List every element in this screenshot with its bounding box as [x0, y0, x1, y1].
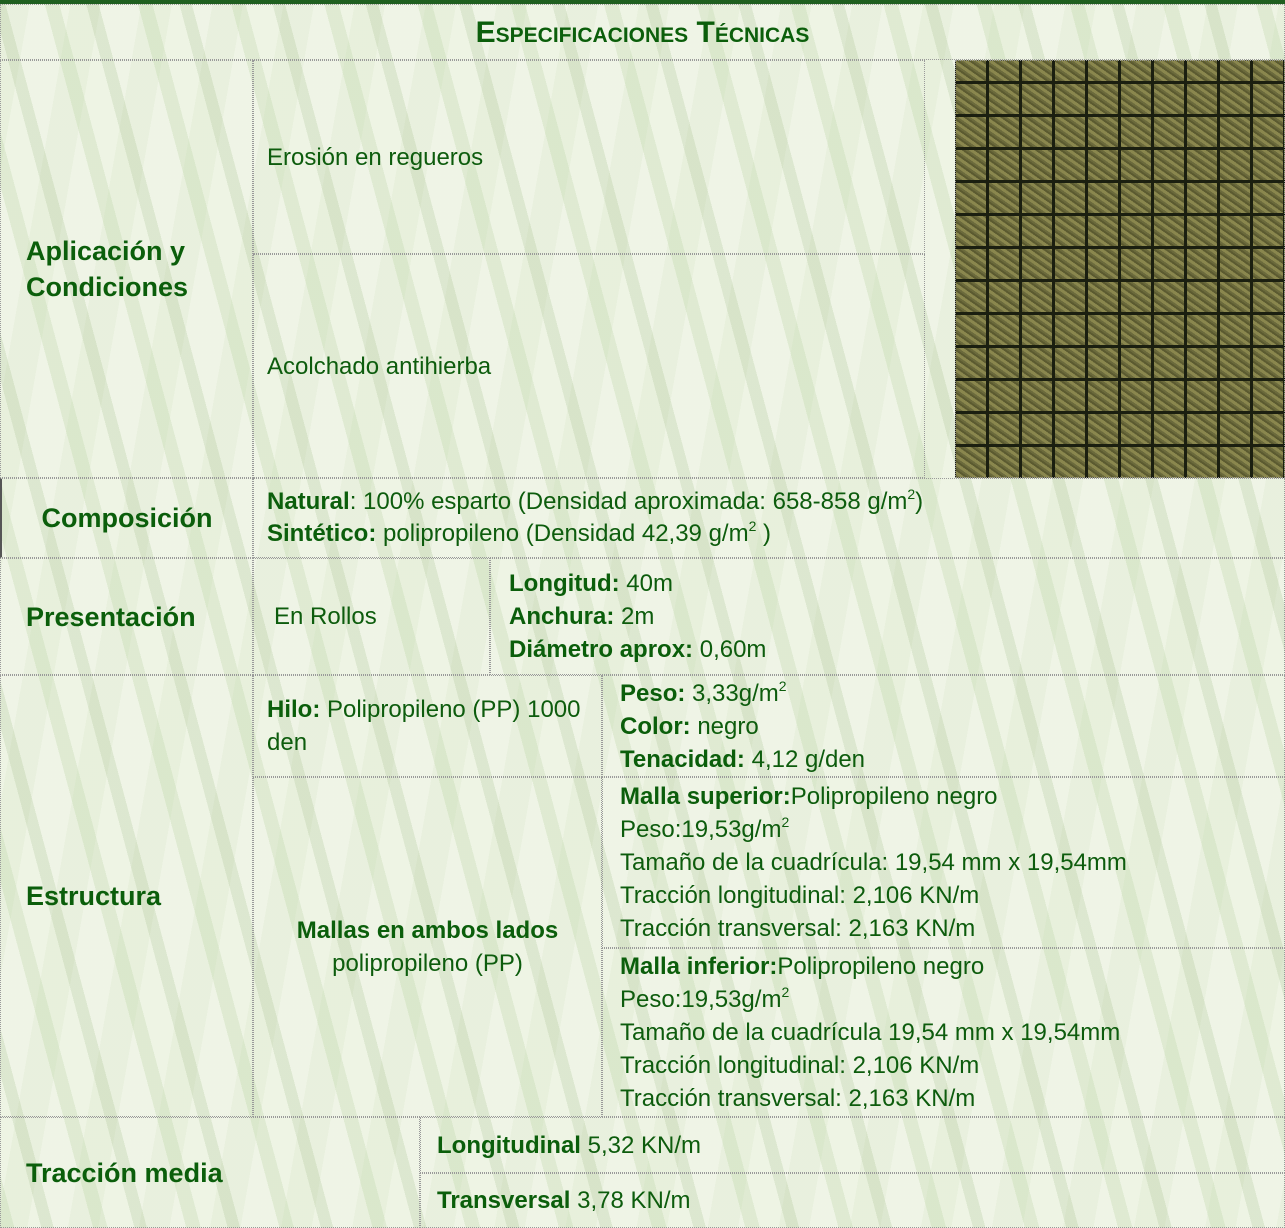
label-bold: Mallas en ambos lados — [296, 917, 559, 944]
line: Color: negro — [620, 710, 1284, 743]
text: : 100% esparto (Densidad aproximada: 658… — [349, 488, 908, 515]
line: Tamaño de la cuadrícula: 19,54 mm x 19,5… — [620, 846, 1284, 879]
title-cell: Especificaciones Técnicas — [0, 4, 1285, 60]
label: Presentación — [0, 558, 253, 675]
label-bold: Malla superior: — [620, 783, 791, 810]
label-bold: Longitudinal — [437, 1131, 581, 1159]
text: 4,12 g/den — [744, 745, 866, 773]
label-bold: Malla inferior: — [620, 953, 778, 980]
line: Peso:19,53g/m2 — [620, 983, 1284, 1016]
text: polipropileno (PP) — [332, 950, 523, 977]
text: Tamaño de la cuadrícula 19,54 mm x 19,54… — [620, 1019, 1121, 1046]
text: Peso:19,53g/m — [620, 986, 782, 1013]
text: 0,60m — [693, 636, 767, 663]
label-bold: Hilo: — [267, 696, 321, 723]
text: Tracción longitudinal: 2,106 KN/m — [620, 1052, 980, 1079]
line: polipropileno (PP) — [332, 947, 523, 980]
cell: Natural: 100% esparto (Densidad aproxima… — [253, 478, 1285, 558]
cell: Transversal 3,78 KN/m — [420, 1173, 1285, 1228]
text: 3,78 KN/m — [570, 1187, 691, 1214]
line: Peso: 3,33g/m2 — [620, 677, 1284, 710]
cell: Peso: 3,33g/m2 Color: negro Tenacidad: 4,1… — [602, 675, 1285, 777]
superscript: 2 — [748, 518, 757, 534]
line: Tenacidad: 4,12 g/den — [620, 743, 1284, 776]
line: Tracción longitudinal: 2,106 KN/m — [620, 1049, 1284, 1082]
label-bold: Tenacidad: — [620, 745, 745, 773]
line: Tamaño de la cuadrícula 19,54 mm x 19,54… — [620, 1016, 1284, 1049]
item: Acolchado antihierba — [253, 254, 925, 478]
text: 3,33g/m — [685, 679, 779, 707]
text: 5,32 KN/m — [580, 1131, 702, 1159]
text: 40m — [619, 570, 673, 597]
label-bold: Sintético: — [267, 520, 377, 547]
cell: Malla superior:Polipropileno negro Peso:1… — [602, 777, 1285, 948]
superscript: 2 — [781, 984, 790, 1000]
label: Aplicación y Condiciones — [0, 60, 253, 478]
cell: Hilo: Polipropileno (PP) 1000 den — [253, 675, 602, 777]
label: Composición — [0, 478, 253, 558]
label-bold: Transversal — [437, 1187, 571, 1214]
cell: Longitud: 40m Anchura: 2m Diámetro aprox: … — [490, 558, 1285, 675]
text: Tracción transversal: 2,163 KN/m — [620, 915, 976, 942]
line: Tracción longitudinal: 2,106 KN/m — [620, 879, 1284, 912]
line: Hilo: Polipropileno (PP) 1000 den — [267, 693, 581, 759]
label-bold: Diámetro aprox: — [509, 636, 694, 663]
cell: Longitudinal 5,32 KN/m — [420, 1117, 1285, 1173]
text: Peso:19,53g/m — [620, 816, 782, 843]
item: Erosión en regueros — [253, 60, 925, 254]
label-bold: Peso: — [620, 679, 686, 707]
line: Malla inferior:Polipropileno negro — [620, 950, 1284, 983]
text: Polipropileno negro — [790, 783, 998, 810]
cell: En Rollos — [253, 558, 490, 675]
superscript: 2 — [781, 814, 790, 830]
text: Polipropileno (PP) 1000 den — [267, 696, 581, 756]
line: Tracción transversal: 2,163 KN/m — [620, 1082, 1284, 1115]
text: ) — [756, 520, 772, 547]
label: Estructura — [0, 675, 253, 1117]
title: Especificaciones Técnicas — [475, 15, 810, 49]
line: Natural: 100% esparto (Densidad aproxima… — [267, 486, 1284, 518]
text: Tamaño de la cuadrícula: 19,54 mm x 19,5… — [620, 849, 1127, 876]
label: Tracción media — [0, 1117, 420, 1228]
label-bold: Longitud: — [509, 570, 620, 597]
label-bold: Natural — [267, 488, 350, 515]
text: Polipropileno negro — [777, 953, 985, 980]
label-bold: Anchura: — [509, 603, 615, 630]
text: Tracción longitudinal: 2,106 KN/m — [620, 882, 980, 909]
line: Malla superior:Polipropileno negro — [620, 780, 1284, 813]
line: Mallas en ambos lados — [297, 914, 558, 947]
text: 2m — [614, 603, 655, 630]
line: Anchura: 2m — [509, 600, 1284, 633]
top-border — [0, 0, 1285, 4]
cell: Malla inferior:Polipropileno negro Peso:1… — [602, 948, 1285, 1117]
text: negro — [690, 712, 759, 740]
text: polipropileno (Densidad 42,39 g/m — [376, 520, 749, 547]
product-image — [955, 60, 1285, 478]
line: Longitud: 40m — [509, 567, 1284, 600]
text: Tracción transversal: 2,163 KN/m — [620, 1085, 976, 1112]
cell: Mallas en ambos lados polipropileno (PP) — [253, 777, 602, 1117]
line: Diámetro aprox: 0,60m — [509, 633, 1284, 666]
line: Sintético: polipropileno (Densidad 42,39… — [267, 518, 1284, 550]
label-bold: Color: — [620, 712, 691, 740]
line: Tracción transversal: 2,163 KN/m — [620, 912, 1284, 945]
line: Transversal 3,78 KN/m — [437, 1184, 1284, 1217]
line: Peso:19,53g/m2 — [620, 813, 1284, 846]
superscript: 2 — [907, 486, 916, 502]
text: ) — [915, 488, 924, 515]
line: Longitudinal 5,32 KN/m — [437, 1129, 1284, 1162]
superscript: 2 — [778, 677, 787, 694]
